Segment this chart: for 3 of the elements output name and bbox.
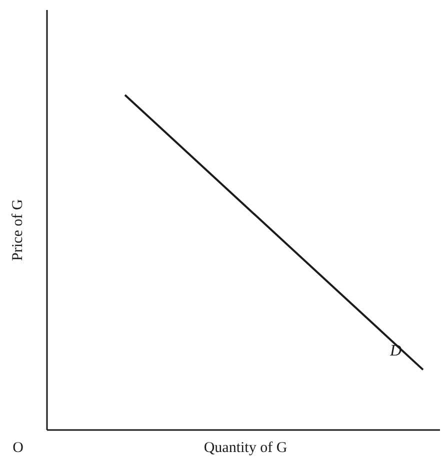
text: O (12, 440, 24, 456)
y-axis-title: Price of G (10, 199, 26, 261)
x-axis-title: Quantity of G (204, 440, 288, 456)
